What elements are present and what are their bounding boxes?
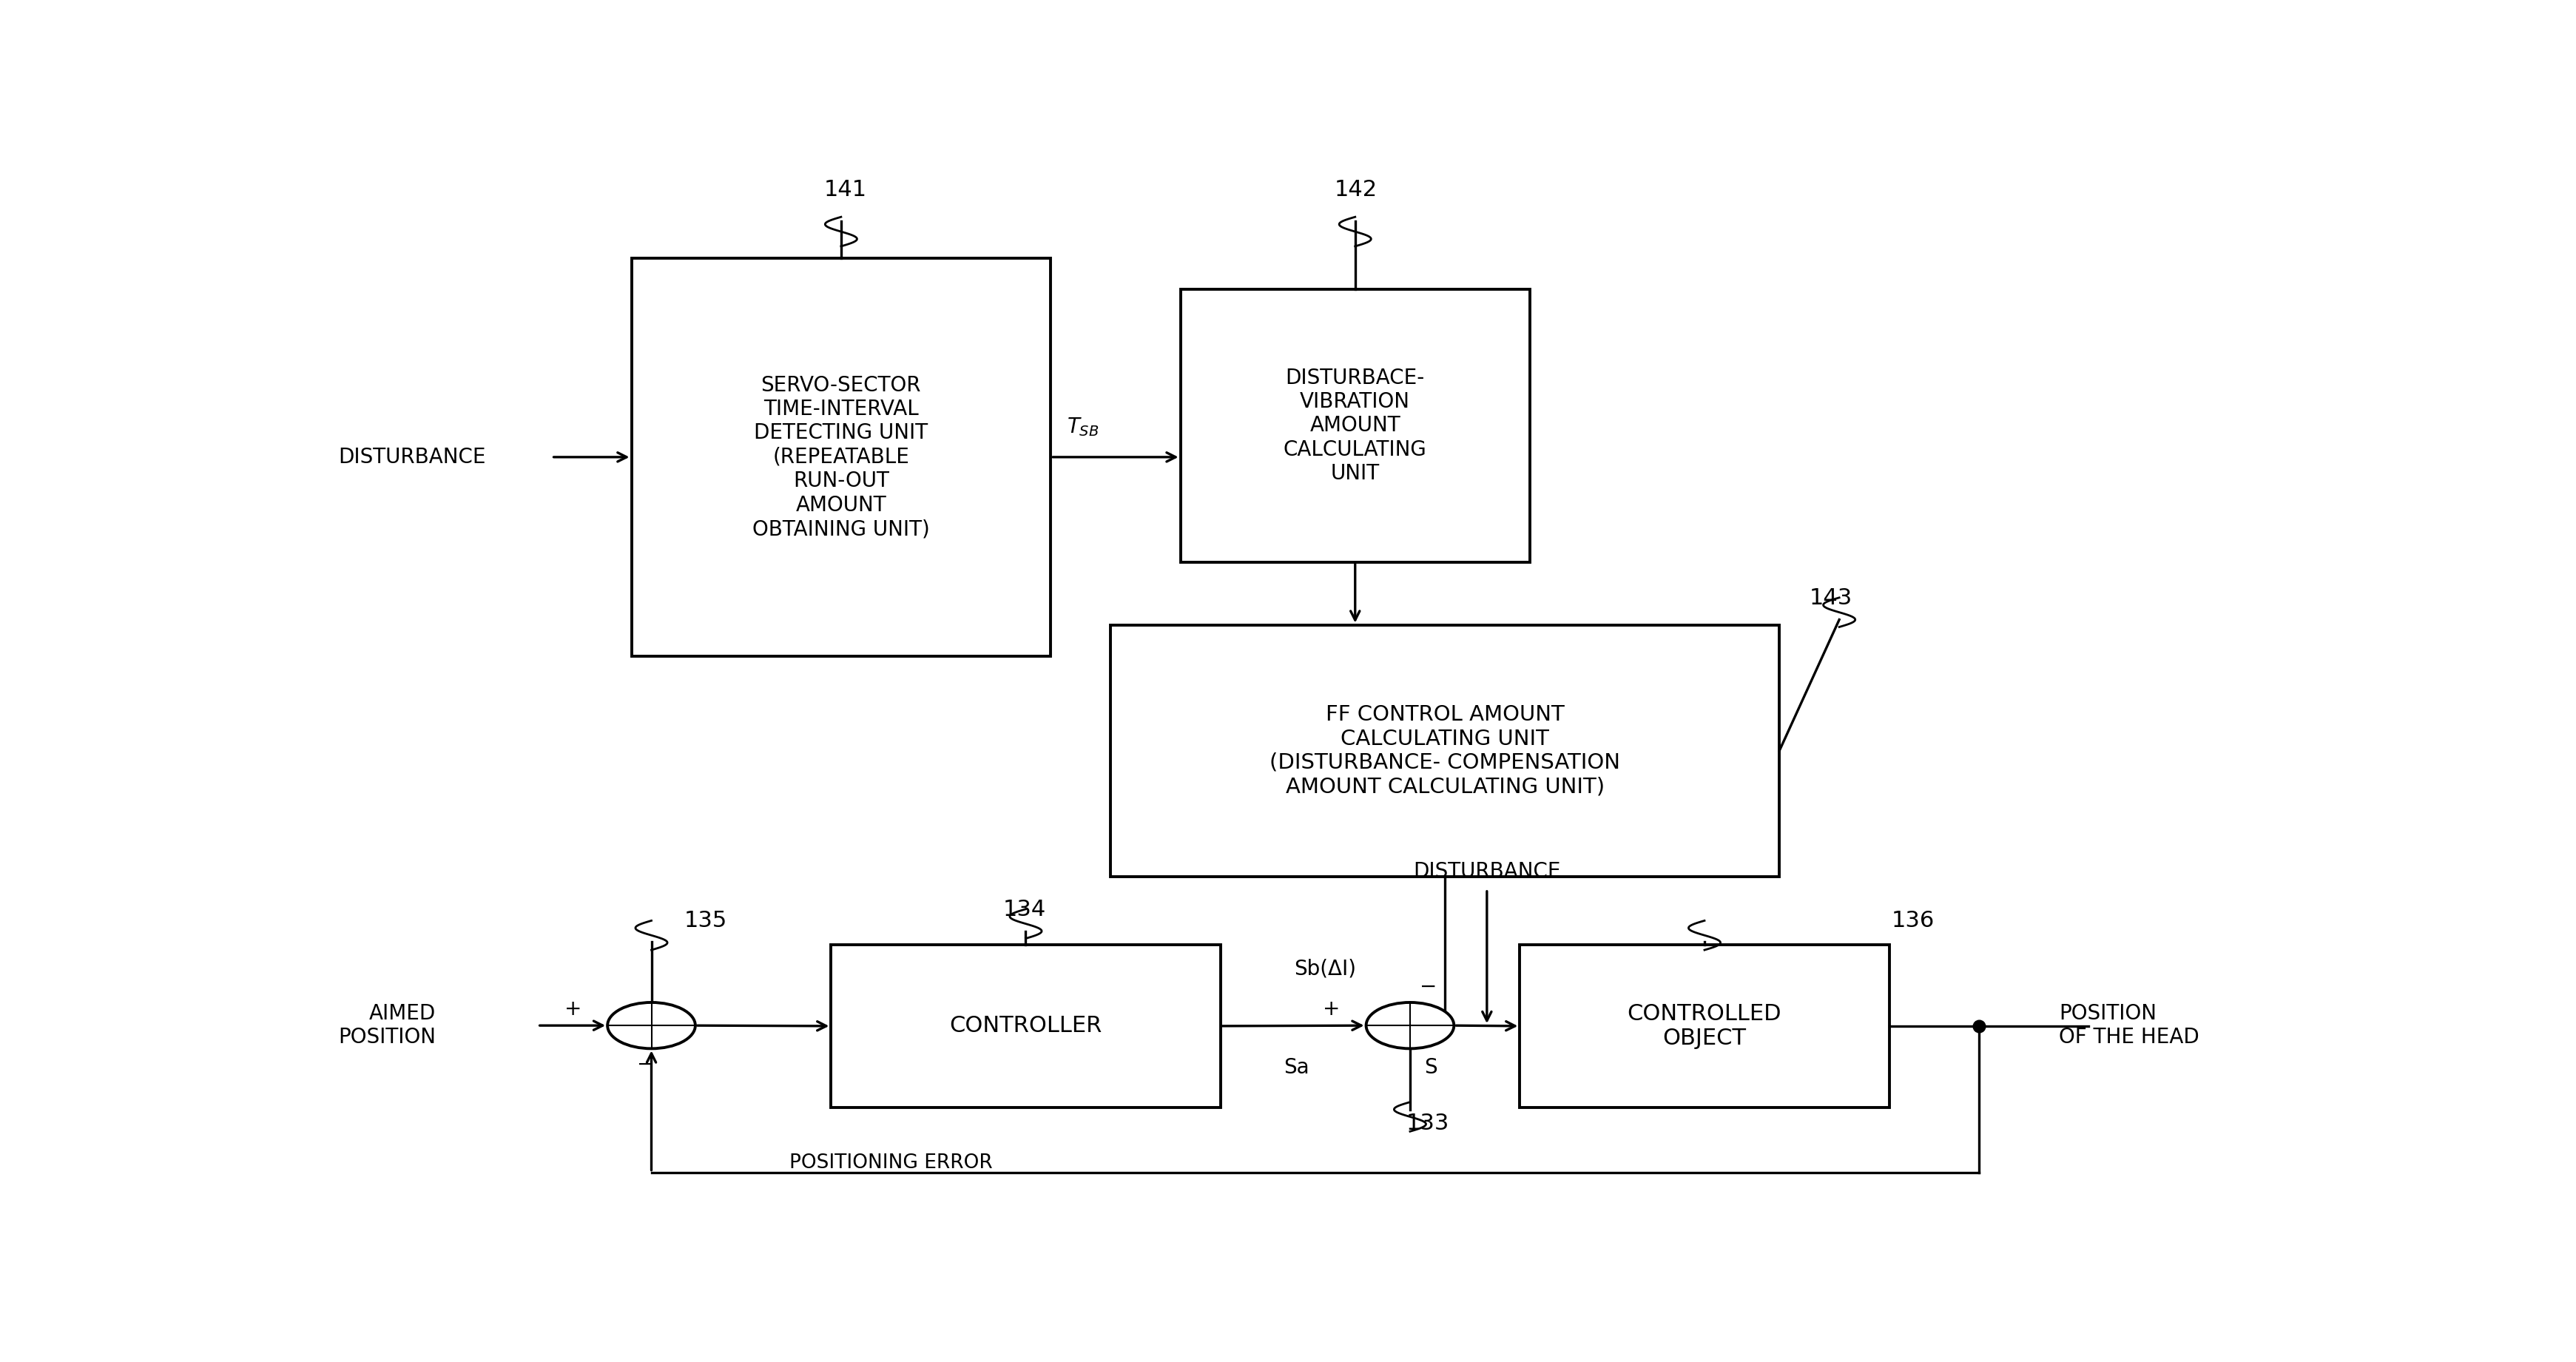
Text: 134: 134 xyxy=(1002,899,1046,921)
Text: POSITIONING ERROR: POSITIONING ERROR xyxy=(788,1154,992,1173)
Bar xyxy=(631,257,1051,656)
Text: POSITION
OF THE HEAD: POSITION OF THE HEAD xyxy=(2058,1004,2200,1047)
Text: DISTURBANCE: DISTURBANCE xyxy=(1414,861,1561,881)
Text: AIMED
POSITION: AIMED POSITION xyxy=(337,1004,435,1047)
Circle shape xyxy=(1365,1002,1453,1049)
Text: Sa: Sa xyxy=(1283,1057,1309,1077)
Text: 135: 135 xyxy=(683,910,726,932)
Text: FF CONTROL AMOUNT
CALCULATING UNIT
(DISTURBANCE- COMPENSATION
AMOUNT CALCULATING: FF CONTROL AMOUNT CALCULATING UNIT (DIST… xyxy=(1270,704,1620,797)
Text: SERVO-SECTOR
TIME-INTERVAL
DETECTING UNIT
(REPEATABLE
RUN-OUT
AMOUNT
OBTAINING U: SERVO-SECTOR TIME-INTERVAL DETECTING UNI… xyxy=(752,375,930,539)
Text: 142: 142 xyxy=(1334,178,1378,200)
Text: 141: 141 xyxy=(824,178,866,200)
Circle shape xyxy=(608,1002,696,1049)
Text: −: − xyxy=(636,1054,654,1075)
Text: DISTURBANCE: DISTURBANCE xyxy=(337,447,484,467)
Text: −: − xyxy=(1419,977,1437,997)
Bar xyxy=(832,945,1221,1107)
Text: CONTROLLED
OBJECT: CONTROLLED OBJECT xyxy=(1628,1002,1783,1049)
Text: DISTURBACE-
VIBRATION
AMOUNT
CALCULATING
UNIT: DISTURBACE- VIBRATION AMOUNT CALCULATING… xyxy=(1283,368,1427,484)
Text: +: + xyxy=(564,998,582,1019)
Text: CONTROLLER: CONTROLLER xyxy=(951,1015,1103,1036)
Text: 133: 133 xyxy=(1406,1113,1450,1135)
Text: $T_{SB}$: $T_{SB}$ xyxy=(1066,417,1100,439)
Text: Sb(ΔI): Sb(ΔI) xyxy=(1293,959,1355,979)
Text: +: + xyxy=(1324,998,1340,1019)
Text: 136: 136 xyxy=(1891,910,1935,932)
Bar xyxy=(1110,625,1780,877)
Bar xyxy=(1180,289,1530,563)
Bar xyxy=(1520,945,1888,1107)
Text: 143: 143 xyxy=(1808,587,1852,609)
Text: S: S xyxy=(1425,1057,1437,1077)
